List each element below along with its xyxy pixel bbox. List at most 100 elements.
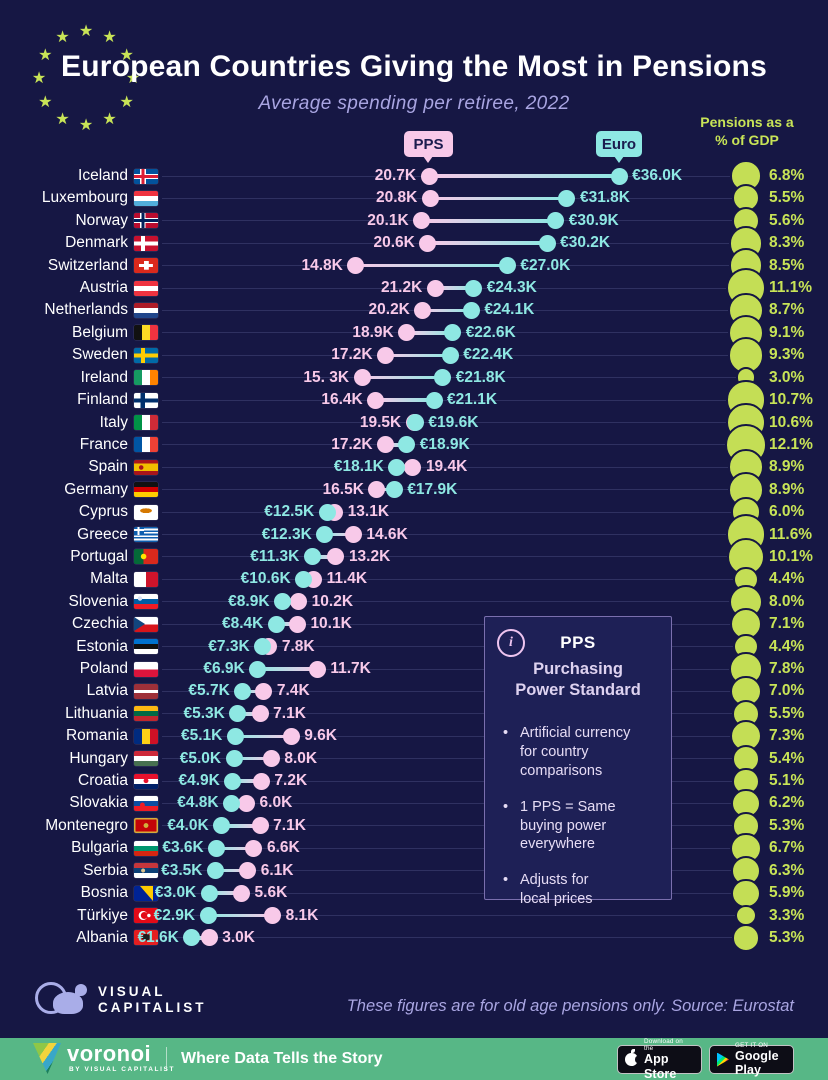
flag-gr-icon bbox=[134, 527, 158, 543]
pps-dot bbox=[245, 839, 263, 857]
pps-dot bbox=[419, 234, 437, 252]
euro-value-label: €4.8K bbox=[177, 794, 219, 812]
flag-dk-icon bbox=[134, 235, 158, 251]
flag-hr-icon bbox=[134, 773, 158, 789]
row-gridline bbox=[162, 466, 744, 468]
flag-pl-icon bbox=[134, 661, 158, 677]
country-label: Malta bbox=[90, 570, 128, 588]
pps-value-label: 5.6K bbox=[254, 884, 288, 902]
vc-logo-fin bbox=[75, 984, 87, 996]
voronoi-tagline: Where Data Tells the Story bbox=[181, 1050, 383, 1067]
dumbbell-connector bbox=[209, 891, 242, 895]
gdp-column-header: Pensions as a % of GDP bbox=[700, 114, 794, 149]
gdp-bubble bbox=[730, 160, 762, 192]
euro-dot bbox=[234, 682, 252, 700]
euro-value-label: €11.3K bbox=[250, 547, 300, 565]
pps-value-label: 16.5K bbox=[322, 480, 364, 498]
pps-value-label: 6.0K bbox=[259, 794, 293, 812]
euro-dot bbox=[224, 772, 242, 790]
euro-value-label: €8.4K bbox=[221, 615, 264, 633]
gdp-bubble bbox=[731, 878, 761, 908]
pps-value-label: 13.2K bbox=[348, 547, 391, 565]
country-label: France bbox=[79, 435, 128, 453]
pps-value-label: 11.4K bbox=[326, 570, 368, 588]
euro-value-label: €8.9K bbox=[228, 592, 270, 610]
euro-value-label: €27.0K bbox=[520, 256, 571, 274]
pps-value-label: 20.2K bbox=[368, 301, 410, 319]
country-label: Luxembourg bbox=[41, 189, 128, 207]
euro-dot bbox=[610, 167, 628, 185]
apple-icon bbox=[625, 1049, 640, 1066]
dumbbell-connector bbox=[237, 712, 261, 716]
row-gridline bbox=[162, 870, 744, 872]
eu-star-icon: ★ bbox=[38, 46, 53, 64]
pps-value-label: 7.1K bbox=[273, 704, 306, 722]
pps-dot bbox=[398, 324, 416, 342]
app-store-badge[interactable]: Download on the App Store bbox=[617, 1038, 702, 1080]
vc-wordmark-line2: CAPITALIST bbox=[98, 999, 207, 1015]
pps-dot bbox=[420, 167, 438, 185]
flag-lt-icon bbox=[134, 706, 158, 722]
pps-value-label: 21.2K bbox=[380, 279, 423, 297]
euro-value-label: €24.3K bbox=[486, 279, 537, 297]
gdp-percentage-label: 12.1% bbox=[769, 435, 813, 453]
gdp-percentage-label: 4.4% bbox=[769, 637, 805, 655]
source-note: These figures are for old age pensions o… bbox=[346, 997, 794, 1015]
gdp-percentage-label: 5.1% bbox=[769, 772, 805, 790]
country-label: Croatia bbox=[78, 772, 128, 790]
euro-dot bbox=[538, 234, 556, 252]
google-play-badge[interactable]: GET IT ON Google Play bbox=[709, 1042, 794, 1077]
eu-star-icon: ★ bbox=[119, 46, 134, 64]
flag-de-icon bbox=[134, 482, 158, 498]
pps-dot bbox=[421, 189, 439, 207]
euro-value-label: €21.8K bbox=[455, 368, 506, 386]
row-gridline bbox=[162, 578, 744, 580]
row-gridline bbox=[162, 915, 744, 917]
pps-legend-tag: PPS bbox=[404, 131, 453, 163]
gdp-percentage-label: 8.5% bbox=[769, 256, 805, 274]
euro-dot bbox=[206, 862, 224, 880]
country-label: Lithuania bbox=[65, 704, 128, 722]
row-gridline bbox=[162, 780, 744, 782]
dumbbell-connector bbox=[221, 824, 261, 828]
euro-dot bbox=[208, 839, 226, 857]
pps-dot bbox=[264, 907, 282, 925]
pps-dot bbox=[251, 705, 269, 723]
euro-dot bbox=[183, 929, 201, 947]
info-bullet: Adjusts for local prices bbox=[503, 871, 661, 909]
eu-star-icon: ★ bbox=[55, 29, 70, 47]
info-bullet: Artificial currency for country comparis… bbox=[503, 724, 661, 781]
pps-value-label: 18.9K bbox=[352, 323, 394, 341]
country-label: Hungary bbox=[69, 749, 128, 767]
eu-star-icon: ★ bbox=[102, 110, 117, 128]
voronoi-byline: BY VISUAL CAPITALIST bbox=[69, 1066, 176, 1073]
flag-fi-icon bbox=[134, 392, 158, 408]
pps-value-label: 7.8K bbox=[281, 637, 315, 655]
gdp-percentage-label: 8.9% bbox=[769, 480, 805, 498]
flag-se-icon bbox=[134, 347, 158, 363]
gdp-bubble bbox=[730, 855, 762, 886]
pps-value-label: 14.8K bbox=[301, 256, 343, 274]
pps-dot bbox=[239, 862, 257, 880]
country-label: Serbia bbox=[83, 861, 128, 879]
flag-ba-icon bbox=[134, 885, 158, 901]
country-label: Spain bbox=[88, 458, 128, 476]
row-gridline bbox=[162, 825, 744, 827]
pps-dot bbox=[252, 772, 270, 790]
eu-star-icon: ★ bbox=[119, 93, 134, 111]
eu-star-icon: ★ bbox=[125, 70, 141, 87]
dumbbell-connector bbox=[406, 331, 453, 335]
gdp-percentage-label: 5.5% bbox=[769, 704, 805, 722]
dumbbell-connector bbox=[312, 555, 336, 559]
dumbbell-connector bbox=[276, 622, 298, 626]
flag-at-icon bbox=[134, 280, 158, 296]
page-title: European Countries Giving the Most in Pe… bbox=[61, 50, 767, 83]
row-gridline bbox=[162, 690, 744, 692]
euro-value-label: €3.0K bbox=[154, 884, 197, 902]
pps-dot bbox=[200, 929, 218, 947]
row-gridline bbox=[162, 646, 744, 648]
pps-value-label: 9.6K bbox=[304, 727, 337, 745]
flag-me-icon bbox=[134, 818, 158, 834]
row-gridline bbox=[162, 892, 744, 894]
euro-value-label: €18.1K bbox=[333, 458, 384, 476]
